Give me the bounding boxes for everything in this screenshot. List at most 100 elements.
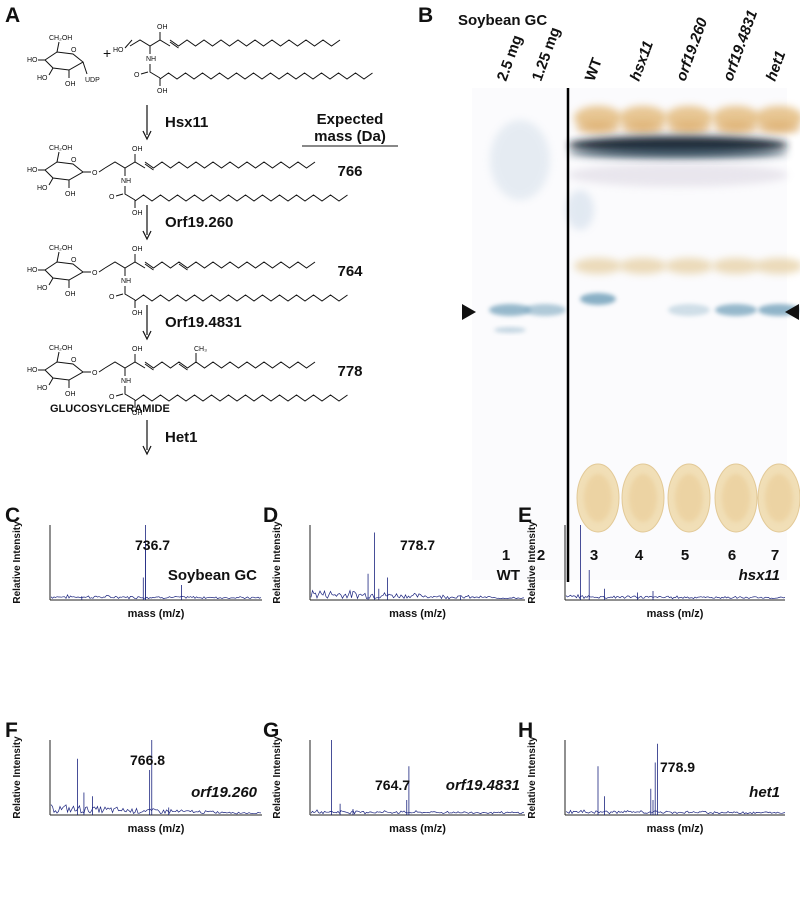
atom-label: CH₂OH bbox=[49, 35, 72, 42]
atom-label: OH bbox=[157, 24, 168, 31]
sugar-ring bbox=[44, 161, 84, 181]
atom-label: OH bbox=[65, 191, 76, 198]
sphingoid-head bbox=[104, 361, 146, 369]
sphingoid-head bbox=[104, 161, 146, 169]
mass-header: mass (Da) bbox=[314, 128, 386, 145]
bond bbox=[56, 251, 60, 263]
bond bbox=[124, 39, 133, 49]
lane-header: orf19.4831 bbox=[720, 8, 761, 84]
panel-label: E bbox=[518, 504, 532, 527]
arrow-head bbox=[142, 130, 152, 141]
y-axis-label: Relative Intensity bbox=[272, 736, 283, 819]
mass-header: Expected bbox=[317, 111, 384, 128]
bond bbox=[98, 367, 106, 373]
double-bond bbox=[169, 41, 179, 49]
panel-label: D bbox=[263, 504, 278, 527]
atom-label: HO bbox=[37, 285, 48, 292]
enzyme-label: Het1 bbox=[165, 429, 198, 446]
tlc-band bbox=[757, 122, 800, 134]
peak-label: 778.9 bbox=[660, 759, 695, 775]
lane-number: 7 bbox=[771, 547, 779, 564]
lane-number: 6 bbox=[728, 547, 736, 564]
atom-label: CH₂OH bbox=[49, 245, 72, 252]
atom-label: HO bbox=[37, 75, 48, 82]
atom-label: HO bbox=[37, 185, 48, 192]
tlc-band bbox=[580, 293, 616, 305]
atom-label: HO bbox=[27, 167, 38, 174]
spectrum-trace bbox=[565, 809, 786, 815]
atom-label: HO bbox=[27, 57, 38, 64]
lane-number: 2 bbox=[537, 547, 545, 564]
tlc-band bbox=[574, 258, 622, 274]
amide bbox=[124, 286, 136, 301]
atom-label: O bbox=[134, 72, 140, 79]
lane-number: 5 bbox=[681, 547, 689, 564]
expected-mass: 778 bbox=[337, 363, 362, 380]
tlc-title: Soybean GC bbox=[458, 12, 547, 29]
lane-header: 1.25 mg bbox=[529, 25, 564, 83]
arrow-head bbox=[142, 445, 152, 456]
expected-mass: 766 bbox=[337, 163, 362, 180]
panel-label: A bbox=[5, 4, 20, 27]
band-marker bbox=[462, 304, 476, 320]
bond bbox=[140, 71, 149, 75]
atom-label: OH bbox=[65, 391, 76, 398]
atom-label: OH bbox=[132, 346, 143, 353]
x-axis-label: mass (m/z) bbox=[128, 823, 185, 835]
tlc-band bbox=[722, 474, 750, 522]
x-axis-label: mass (m/z) bbox=[128, 608, 185, 620]
bond bbox=[56, 151, 60, 163]
atom-label: NH bbox=[121, 378, 131, 385]
tlc-band bbox=[568, 163, 788, 187]
tlc-band bbox=[675, 474, 703, 522]
amide bbox=[124, 186, 136, 201]
band-marker bbox=[785, 304, 799, 320]
sample-label: het1 bbox=[749, 784, 780, 801]
spectrum-trace bbox=[50, 804, 262, 815]
tlc-band bbox=[714, 122, 758, 134]
sample-label: Soybean GC bbox=[168, 567, 257, 584]
plus-sign: + bbox=[103, 45, 111, 61]
atom-label: NH bbox=[121, 278, 131, 285]
sample-label: orf19.260 bbox=[191, 784, 258, 801]
x-axis-label: mass (m/z) bbox=[389, 823, 446, 835]
tlc-band bbox=[715, 304, 757, 316]
tlc-band bbox=[490, 120, 550, 200]
y-axis-label: Relative Intensity bbox=[12, 736, 23, 819]
lane-header: hsx11 bbox=[627, 39, 657, 84]
sphingoid-head bbox=[129, 39, 171, 47]
sugar-ring bbox=[44, 261, 84, 281]
tlc-band bbox=[665, 258, 713, 274]
tlc-band bbox=[712, 258, 760, 274]
product-label: GLUCOSYLCERAMIDE bbox=[50, 403, 170, 415]
atom-label: OH bbox=[157, 88, 168, 95]
atom-label: NH bbox=[121, 178, 131, 185]
fatty-acid-chain bbox=[134, 294, 348, 302]
double-bond bbox=[144, 263, 154, 271]
atom-label: O bbox=[109, 394, 115, 401]
bond bbox=[56, 351, 60, 363]
atom-label: CH₃ bbox=[194, 346, 207, 353]
panel-label: H bbox=[518, 719, 533, 742]
lane-number: 1 bbox=[502, 547, 510, 564]
enzyme-label: Hsx11 bbox=[165, 114, 208, 131]
double-bond bbox=[144, 163, 154, 171]
double-bond bbox=[178, 363, 188, 371]
atom-label: OH bbox=[132, 310, 143, 317]
amide bbox=[124, 386, 136, 401]
atom-label: O bbox=[92, 270, 98, 277]
atom-label: OH bbox=[65, 291, 76, 298]
lane-number: 4 bbox=[635, 547, 644, 564]
bond bbox=[115, 193, 124, 197]
y-axis-label: Relative Intensity bbox=[527, 736, 538, 819]
fatty-acid-chain bbox=[159, 72, 373, 80]
atom-label: O bbox=[71, 157, 77, 164]
bond bbox=[115, 393, 124, 397]
spectrum-trace bbox=[310, 589, 525, 600]
lane-header: orf19.260 bbox=[673, 15, 712, 83]
sugar-ring bbox=[44, 361, 84, 381]
tlc-band bbox=[494, 327, 526, 333]
atom-label: OH bbox=[132, 210, 143, 217]
lane-header: het1 bbox=[763, 49, 790, 84]
bond bbox=[82, 61, 88, 75]
